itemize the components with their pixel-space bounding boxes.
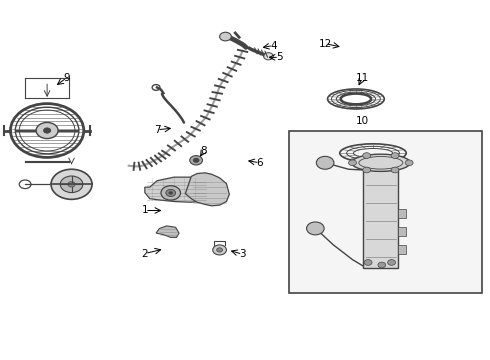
Text: 12: 12: [319, 39, 332, 49]
Circle shape: [220, 32, 231, 41]
Text: 6: 6: [256, 158, 263, 168]
Text: 1: 1: [142, 206, 148, 216]
Circle shape: [391, 167, 399, 173]
Text: 3: 3: [239, 249, 246, 259]
Text: 5: 5: [276, 52, 283, 62]
Circle shape: [190, 156, 202, 165]
Circle shape: [51, 169, 92, 199]
Bar: [363, 163, 398, 268]
Circle shape: [364, 260, 372, 265]
Text: 10: 10: [356, 116, 369, 126]
Circle shape: [363, 153, 370, 158]
Circle shape: [348, 160, 356, 166]
Circle shape: [264, 53, 273, 60]
Text: 9: 9: [63, 73, 70, 83]
Circle shape: [317, 156, 334, 169]
Circle shape: [213, 245, 226, 255]
Ellipse shape: [351, 154, 410, 171]
Circle shape: [378, 262, 386, 268]
Circle shape: [169, 192, 172, 194]
Text: 8: 8: [200, 146, 207, 156]
Circle shape: [68, 181, 75, 187]
Circle shape: [60, 176, 83, 193]
Bar: [289, 131, 482, 293]
Circle shape: [217, 248, 222, 252]
Circle shape: [161, 186, 180, 200]
Polygon shape: [145, 177, 207, 202]
Circle shape: [44, 128, 51, 133]
Circle shape: [388, 260, 395, 265]
Bar: [398, 244, 406, 253]
Text: 11: 11: [356, 73, 369, 83]
Polygon shape: [156, 226, 179, 237]
Circle shape: [307, 222, 324, 235]
Circle shape: [193, 158, 199, 162]
Bar: [398, 209, 406, 218]
Polygon shape: [185, 173, 229, 206]
Circle shape: [36, 122, 58, 139]
Text: 2: 2: [142, 248, 148, 258]
Circle shape: [363, 167, 370, 173]
Text: 7: 7: [154, 125, 160, 135]
Circle shape: [166, 189, 175, 197]
Text: 4: 4: [270, 41, 277, 50]
Circle shape: [405, 160, 413, 166]
Bar: [398, 226, 406, 235]
Circle shape: [391, 153, 399, 158]
